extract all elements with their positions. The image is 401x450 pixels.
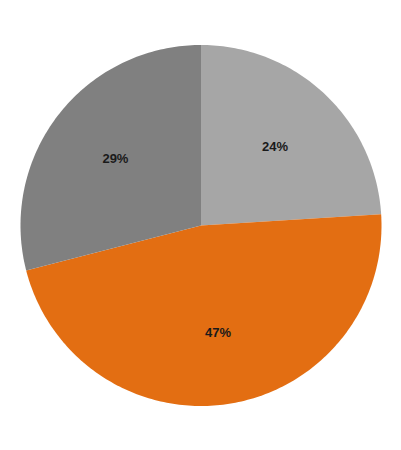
svg-text:24%: 24% [262, 139, 288, 154]
svg-text:47%: 47% [205, 325, 231, 340]
svg-text:29%: 29% [102, 151, 128, 166]
